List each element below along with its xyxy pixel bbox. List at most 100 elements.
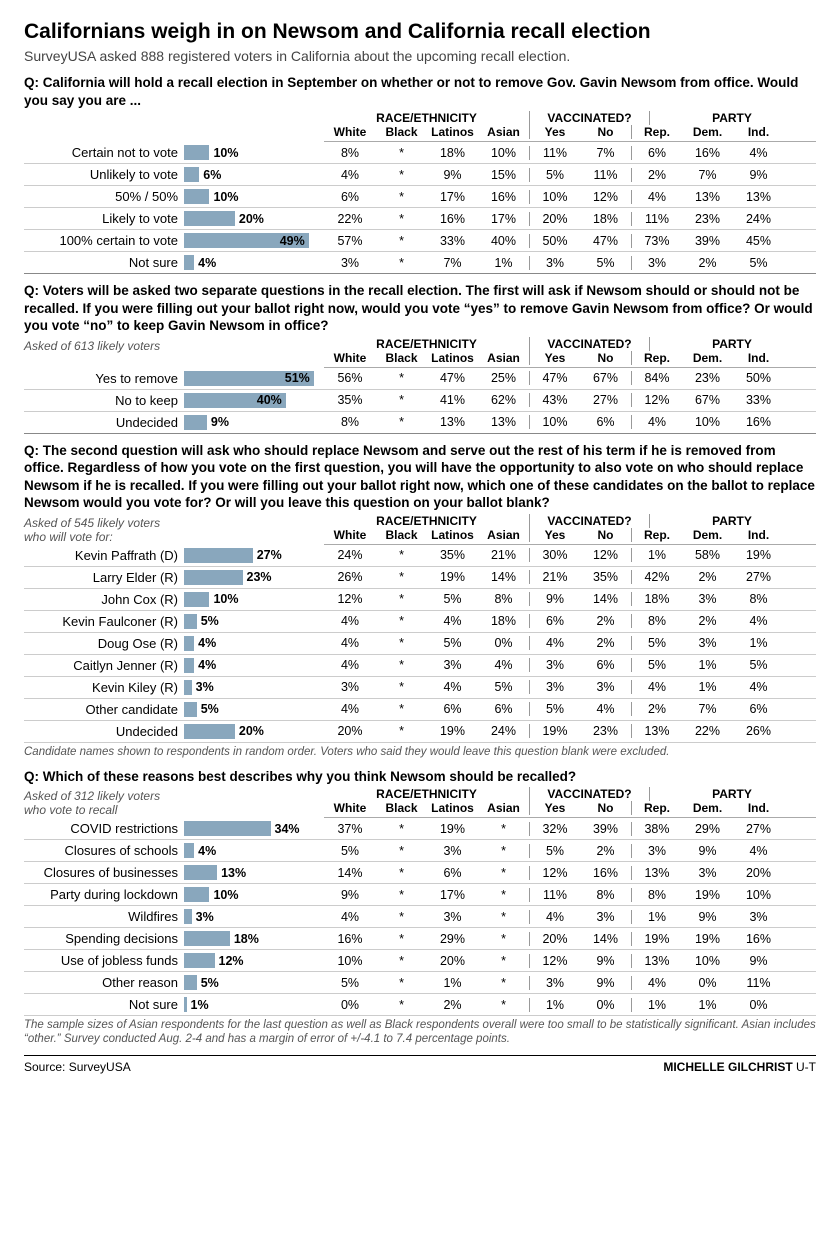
column-header: Yes bbox=[529, 801, 580, 815]
cell-value: 3% bbox=[529, 256, 580, 270]
row-label: Certain not to vote bbox=[24, 145, 184, 160]
cell-value: * bbox=[376, 190, 427, 204]
cell-value: 3% bbox=[529, 658, 580, 672]
bar-cell: 1% bbox=[184, 994, 324, 1015]
row-label: John Cox (R) bbox=[24, 592, 184, 607]
group-party: PARTY bbox=[649, 787, 814, 801]
cell-value: 2% bbox=[580, 844, 631, 858]
byline-name: MICHELLE GILCHRIST bbox=[663, 1060, 792, 1074]
bar-value-label: 10% bbox=[209, 146, 238, 160]
cell-value: 47% bbox=[580, 234, 631, 248]
bar-cell: 12% bbox=[184, 950, 324, 971]
section-footnote: The sample sizes of Asian respondents fo… bbox=[24, 1019, 816, 1047]
bar-value-label: 10% bbox=[209, 888, 238, 902]
table-row: Larry Elder (R)23%26%*19%14%21%35%42%2%2… bbox=[24, 567, 816, 589]
cell-value: 35% bbox=[427, 548, 478, 562]
cell-value: 1% bbox=[478, 256, 529, 270]
cell-value: 20% bbox=[427, 954, 478, 968]
row-values: 5%*1%*3%9%4%0%11% bbox=[324, 976, 784, 990]
bar bbox=[184, 570, 243, 585]
table-row: Undecided9%8%*13%13%10%6%4%10%16% bbox=[24, 412, 816, 434]
cell-value: 19% bbox=[631, 932, 682, 946]
bar-value-label: 3% bbox=[192, 910, 214, 924]
cell-value: 41% bbox=[427, 393, 478, 407]
cell-value: 57% bbox=[324, 234, 376, 248]
column-headers: WhiteBlackLatinosAsianYesNoRep.Dem.Ind. bbox=[324, 125, 816, 142]
cell-value: 9% bbox=[529, 592, 580, 606]
bar bbox=[184, 702, 197, 717]
bar-value-label: 9% bbox=[207, 415, 229, 429]
bar-value-label: 4% bbox=[194, 844, 216, 858]
table-row: Undecided20%20%*19%24%19%23%13%22%26% bbox=[24, 721, 816, 743]
table-row: Not sure4%3%*7%1%3%5%3%2%5% bbox=[24, 252, 816, 274]
cell-value: 12% bbox=[324, 592, 376, 606]
cell-value: 26% bbox=[733, 724, 784, 738]
group-race: RACE/ETHNICITY bbox=[324, 111, 529, 125]
cell-value: 21% bbox=[478, 548, 529, 562]
table-row: Kevin Paffrath (D)27%24%*35%21%30%12%1%5… bbox=[24, 545, 816, 567]
row-values: 4%*9%15%5%11%2%7%9% bbox=[324, 168, 784, 182]
bar: 49% bbox=[184, 233, 309, 248]
column-header: No bbox=[580, 351, 631, 365]
bar-cell: 10% bbox=[184, 884, 324, 905]
cell-value: 29% bbox=[427, 932, 478, 946]
row-values: 0%*2%*1%0%1%1%0% bbox=[324, 998, 784, 1012]
cell-value: * bbox=[376, 844, 427, 858]
cell-value: 22% bbox=[682, 724, 733, 738]
cell-value: * bbox=[376, 146, 427, 160]
table-row: John Cox (R)10%12%*5%8%9%14%18%3%8% bbox=[24, 589, 816, 611]
bar-value-label: 12% bbox=[215, 954, 244, 968]
bar-cell: 18% bbox=[184, 928, 324, 949]
cell-value: 13% bbox=[631, 954, 682, 968]
table-row: Likely to vote20%22%*16%17%20%18%11%23%2… bbox=[24, 208, 816, 230]
cell-value: 8% bbox=[631, 614, 682, 628]
cell-value: 4% bbox=[427, 680, 478, 694]
cell-value: 9% bbox=[324, 888, 376, 902]
bar bbox=[184, 658, 194, 673]
cell-value: 9% bbox=[682, 910, 733, 924]
cell-value: 8% bbox=[580, 888, 631, 902]
bar-cell: 49% bbox=[184, 230, 324, 251]
bar-cell: 4% bbox=[184, 252, 324, 273]
row-values: 37%*19%*32%39%38%29%27% bbox=[324, 822, 784, 836]
table-row: Not sure1%0%*2%*1%0%1%1%0% bbox=[24, 994, 816, 1016]
cell-value: 4% bbox=[427, 614, 478, 628]
cell-value: 1% bbox=[682, 680, 733, 694]
cell-value: 4% bbox=[733, 614, 784, 628]
cell-value: 21% bbox=[529, 570, 580, 584]
column-header: Ind. bbox=[733, 125, 784, 139]
cell-value: 16% bbox=[733, 932, 784, 946]
cell-value: 3% bbox=[682, 592, 733, 606]
row-label: COVID restrictions bbox=[24, 821, 184, 836]
cell-value: 11% bbox=[733, 976, 784, 990]
row-values: 9%*17%*11%8%8%19%10% bbox=[324, 888, 784, 902]
row-label: Party during lockdown bbox=[24, 887, 184, 902]
group-race: RACE/ETHNICITY bbox=[324, 514, 529, 528]
cell-value: 2% bbox=[682, 570, 733, 584]
cell-value: 5% bbox=[580, 256, 631, 270]
headline: Californians weigh in on Newsom and Cali… bbox=[24, 20, 816, 44]
cell-value: 2% bbox=[427, 998, 478, 1012]
cell-value: 3% bbox=[580, 910, 631, 924]
cell-value: * bbox=[376, 888, 427, 902]
bar-value-label: 6% bbox=[199, 168, 221, 182]
table-row: Certain not to vote10%8%*18%10%11%7%6%16… bbox=[24, 142, 816, 164]
cell-value: 4% bbox=[478, 658, 529, 672]
cell-value: * bbox=[376, 954, 427, 968]
bar-cell: 5% bbox=[184, 699, 324, 720]
cell-value: 0% bbox=[580, 998, 631, 1012]
cell-value: 5% bbox=[631, 636, 682, 650]
cell-value: 0% bbox=[733, 998, 784, 1012]
group-party: PARTY bbox=[649, 111, 814, 125]
bar-value-label: 13% bbox=[217, 866, 246, 880]
cell-value: 26% bbox=[324, 570, 376, 584]
cell-value: 13% bbox=[733, 190, 784, 204]
cell-value: * bbox=[376, 614, 427, 628]
bar bbox=[184, 997, 187, 1012]
cell-value: 67% bbox=[682, 393, 733, 407]
cell-value: 4% bbox=[324, 614, 376, 628]
cell-value: 19% bbox=[427, 724, 478, 738]
bar bbox=[184, 636, 194, 651]
cell-value: 2% bbox=[580, 636, 631, 650]
asked-note: Asked of 312 likely voters who vote to r… bbox=[24, 789, 179, 817]
